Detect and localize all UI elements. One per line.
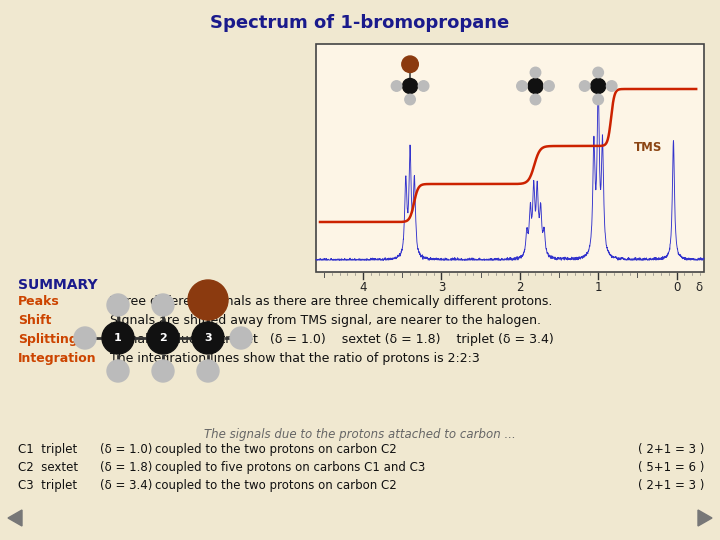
Circle shape [74,327,96,349]
Text: ( 5+1 = 6 ): ( 5+1 = 6 ) [638,461,704,474]
Text: coupled to the two protons on carbon C2: coupled to the two protons on carbon C2 [155,443,397,456]
Text: 3: 3 [438,281,445,294]
Text: Shift: Shift [18,314,51,327]
Circle shape [107,294,129,316]
Text: (δ = 1.8): (δ = 1.8) [100,461,153,474]
Circle shape [530,68,541,78]
Circle shape [402,78,418,93]
Circle shape [530,94,541,105]
Text: ( 2+1 = 3 ): ( 2+1 = 3 ) [638,443,704,456]
Polygon shape [698,510,712,526]
Text: Peaks: Peaks [18,295,60,308]
Text: ( 2+1 = 3 ): ( 2+1 = 3 ) [638,479,704,492]
Circle shape [152,360,174,382]
Text: The integration lines show that the ratio of protons is 2:2:3: The integration lines show that the rati… [110,352,480,365]
Text: SUMMARY: SUMMARY [18,278,98,292]
Text: coupled to five protons on carbons C1 and C3: coupled to five protons on carbons C1 an… [155,461,426,474]
Circle shape [107,360,129,382]
Text: 2: 2 [159,333,167,343]
Circle shape [188,280,228,320]
Text: 0: 0 [673,281,680,294]
Text: Splitting: Splitting [18,333,78,346]
Text: Integration: Integration [18,352,96,365]
Text: 1: 1 [595,281,602,294]
Circle shape [593,68,603,78]
Circle shape [197,360,219,382]
Bar [316,44,704,272]
Text: C2  sextet: C2 sextet [18,461,78,474]
Polygon shape [8,510,22,526]
Text: (δ = 1.0): (δ = 1.0) [100,443,153,456]
Text: (δ = 3.4): (δ = 3.4) [100,479,153,492]
Circle shape [405,94,415,105]
Text: coupled to the two protons on carbon C2: coupled to the two protons on carbon C2 [155,479,397,492]
Text: Signals include a triplet   (δ = 1.0)    sextet (δ = 1.8)    triplet (δ = 3.4): Signals include a triplet (δ = 1.0) sext… [110,333,554,346]
Circle shape [580,81,590,91]
Text: δ: δ [695,281,702,294]
Circle shape [192,322,224,354]
Circle shape [402,56,418,72]
Circle shape [544,81,554,91]
Text: Three different signals as there are three chemically different protons.: Three different signals as there are thr… [110,295,552,308]
Circle shape [517,81,527,91]
Circle shape [391,81,402,91]
Text: Spectrum of 1-bromopropane: Spectrum of 1-bromopropane [210,14,510,32]
Circle shape [102,322,134,354]
Text: C1  triplet: C1 triplet [18,443,77,456]
Text: 2: 2 [516,281,523,294]
Circle shape [147,322,179,354]
Circle shape [418,81,429,91]
Circle shape [606,81,617,91]
Circle shape [230,327,252,349]
Text: 4: 4 [359,281,366,294]
Text: Signals are shifted away from TMS signal, are nearer to the halogen.: Signals are shifted away from TMS signal… [110,314,541,327]
Circle shape [593,94,603,105]
Circle shape [590,78,606,93]
Circle shape [152,294,174,316]
Text: TMS: TMS [634,141,662,154]
Text: The signals due to the protons attached to carbon ...: The signals due to the protons attached … [204,428,516,441]
Circle shape [528,78,543,93]
Text: C3  triplet: C3 triplet [18,479,77,492]
Text: 3: 3 [204,333,212,343]
Text: 1: 1 [114,333,122,343]
